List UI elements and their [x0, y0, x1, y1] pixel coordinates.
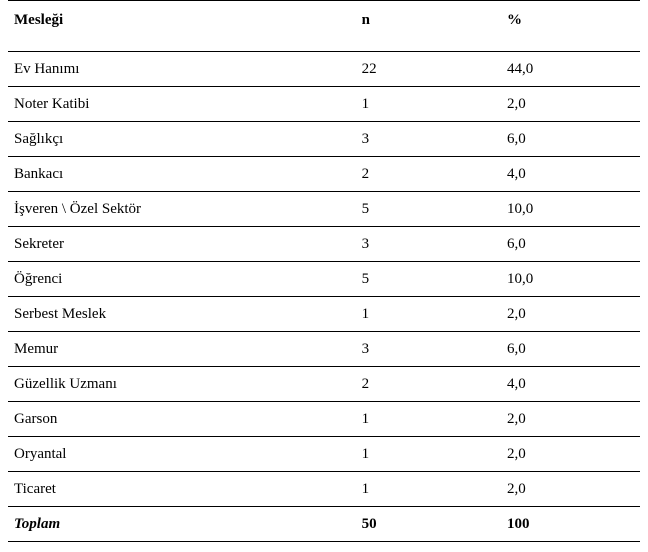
table-row: Sekreter 3 6,0: [8, 227, 640, 262]
occupation-table-container: Mesleği n % Ev Hanımı 22 44,0 Noter Kati…: [0, 0, 648, 552]
cell-percent: 44,0: [501, 52, 640, 87]
cell-occupation: Öğrenci: [8, 262, 356, 297]
cell-n: 1: [356, 402, 501, 437]
cell-occupation: Serbest Meslek: [8, 297, 356, 332]
table-row: İşveren \ Özel Sektör 5 10,0: [8, 192, 640, 227]
cell-occupation: Bankacı: [8, 157, 356, 192]
cell-occupation: Garson: [8, 402, 356, 437]
footer-label: Toplam: [8, 507, 356, 542]
cell-percent: 6,0: [501, 122, 640, 157]
cell-occupation: İşveren \ Özel Sektör: [8, 192, 356, 227]
cell-occupation: Ev Hanımı: [8, 52, 356, 87]
cell-percent: 4,0: [501, 157, 640, 192]
cell-occupation: Ticaret: [8, 472, 356, 507]
cell-n: 1: [356, 472, 501, 507]
col-header-n: n: [356, 1, 501, 52]
cell-n: 1: [356, 437, 501, 472]
cell-n: 22: [356, 52, 501, 87]
table-row: Ticaret 1 2,0: [8, 472, 640, 507]
cell-percent: 6,0: [501, 332, 640, 367]
cell-percent: 10,0: [501, 262, 640, 297]
table-row: Oryantal 1 2,0: [8, 437, 640, 472]
cell-percent: 6,0: [501, 227, 640, 262]
cell-occupation: Memur: [8, 332, 356, 367]
cell-occupation: Oryantal: [8, 437, 356, 472]
table-footer-row: Toplam 50 100: [8, 507, 640, 542]
cell-occupation: Sekreter: [8, 227, 356, 262]
cell-n: 3: [356, 122, 501, 157]
table-row: Ev Hanımı 22 44,0: [8, 52, 640, 87]
cell-percent: 4,0: [501, 367, 640, 402]
table-row: Noter Katibi 1 2,0: [8, 87, 640, 122]
cell-occupation: Güzellik Uzmanı: [8, 367, 356, 402]
table-row: Memur 3 6,0: [8, 332, 640, 367]
table-row: Garson 1 2,0: [8, 402, 640, 437]
cell-n: 3: [356, 332, 501, 367]
cell-occupation: Sağlıkçı: [8, 122, 356, 157]
footer-n: 50: [356, 507, 501, 542]
cell-percent: 10,0: [501, 192, 640, 227]
cell-n: 2: [356, 157, 501, 192]
table-row: Bankacı 2 4,0: [8, 157, 640, 192]
cell-percent: 2,0: [501, 297, 640, 332]
cell-n: 5: [356, 262, 501, 297]
table-row: Serbest Meslek 1 2,0: [8, 297, 640, 332]
footer-percent: 100: [501, 507, 640, 542]
cell-n: 1: [356, 87, 501, 122]
cell-n: 3: [356, 227, 501, 262]
cell-percent: 2,0: [501, 437, 640, 472]
cell-percent: 2,0: [501, 472, 640, 507]
cell-n: 2: [356, 367, 501, 402]
table-row: Sağlıkçı 3 6,0: [8, 122, 640, 157]
table-row: Öğrenci 5 10,0: [8, 262, 640, 297]
cell-n: 5: [356, 192, 501, 227]
cell-percent: 2,0: [501, 402, 640, 437]
cell-occupation: Noter Katibi: [8, 87, 356, 122]
col-header-percent: %: [501, 1, 640, 52]
col-header-occupation: Mesleği: [8, 1, 356, 52]
cell-n: 1: [356, 297, 501, 332]
cell-percent: 2,0: [501, 87, 640, 122]
table-header-row: Mesleği n %: [8, 1, 640, 52]
occupation-table: Mesleği n % Ev Hanımı 22 44,0 Noter Kati…: [8, 0, 640, 542]
table-row: Güzellik Uzmanı 2 4,0: [8, 367, 640, 402]
